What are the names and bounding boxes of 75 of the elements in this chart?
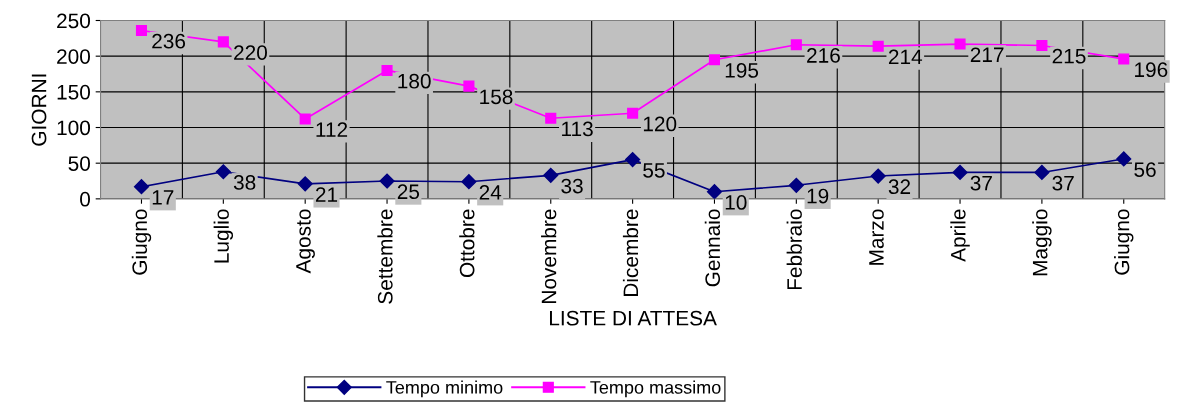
point [543, 167, 559, 183]
data-label: 214 [888, 49, 923, 65]
data-label: 37 [1052, 175, 1074, 191]
y-tick-label: 0 [80, 191, 91, 207]
data-label: 17 [152, 190, 174, 205]
point [1116, 151, 1132, 167]
data-label: 37 [970, 175, 992, 191]
point [1036, 39, 1048, 52]
y-axis-title: GIORNI [31, 74, 47, 146]
y-tick-label: 200 [57, 49, 91, 64]
data-label: 21 [315, 187, 338, 202]
point [461, 174, 477, 190]
point [297, 176, 313, 192]
data-label: 10 [725, 195, 747, 210]
x-tick-label: Giugno [1114, 209, 1134, 275]
x-tick-label: Maggio [1032, 209, 1052, 276]
point [872, 40, 884, 52]
point [381, 64, 393, 76]
data-label: 180 [398, 73, 431, 89]
y-tick-label: 100 [57, 120, 91, 136]
x-tick-label: Agosto [296, 209, 315, 274]
data-label: 24 [479, 185, 502, 200]
point [463, 80, 475, 92]
point [215, 164, 231, 180]
y-tick-label: 50 [68, 156, 91, 171]
point [217, 36, 229, 48]
point [1034, 164, 1050, 181]
data-label: 196 [1135, 62, 1168, 78]
point [627, 107, 639, 119]
data-label: 25 [397, 184, 420, 200]
legend-label: Tempo minimo [386, 380, 503, 398]
point [952, 164, 968, 181]
point [299, 113, 311, 125]
x-tick-label: Settembre [377, 209, 393, 304]
x-tick-label: Gennaio [704, 209, 721, 287]
x-tick-label: Giugno [131, 209, 152, 275]
data-label: 195 [725, 63, 759, 78]
point [133, 179, 150, 195]
point [706, 184, 723, 199]
x-tick-label: Novembre [541, 209, 557, 303]
x-tick-label: Marzo [869, 209, 884, 265]
point [870, 168, 886, 184]
data-label: 236 [152, 33, 186, 49]
y-tick-label: 150 [57, 84, 91, 100]
legend-label: Tempo massimo [590, 380, 721, 398]
point [954, 38, 966, 50]
x-tick-label: Luglio [213, 209, 234, 263]
x-tick-label: Aprile [950, 209, 970, 262]
point [1118, 53, 1130, 65]
data-label: 158 [480, 89, 513, 105]
data-label: 56 [1134, 162, 1156, 177]
y-tick-label: 250 [57, 13, 91, 29]
data-label: 217 [970, 47, 1004, 62]
data-label: 220 [234, 45, 267, 60]
point [135, 24, 148, 37]
data-label: 33 [561, 178, 583, 194]
x-tick-label: Ottobre [459, 209, 475, 278]
point [788, 177, 804, 193]
point [790, 39, 802, 51]
data-label: 112 [316, 122, 348, 137]
point [545, 112, 557, 124]
data-label: 120 [643, 116, 677, 132]
data-label: 38 [233, 175, 256, 190]
x-tick-label: Dicembre [622, 209, 639, 296]
data-label: 113 [562, 121, 593, 137]
point [625, 152, 641, 168]
point [379, 173, 395, 189]
x-axis-title: LISTE DI ATTESA [550, 310, 717, 326]
data-label: 55 [643, 163, 665, 178]
data-label: 215 [1052, 48, 1086, 64]
x-tick-label: Febbraio [786, 209, 802, 290]
data-label: 216 [807, 48, 840, 63]
point [708, 54, 721, 66]
data-label: 19 [807, 188, 829, 204]
data-label: 32 [888, 179, 911, 195]
